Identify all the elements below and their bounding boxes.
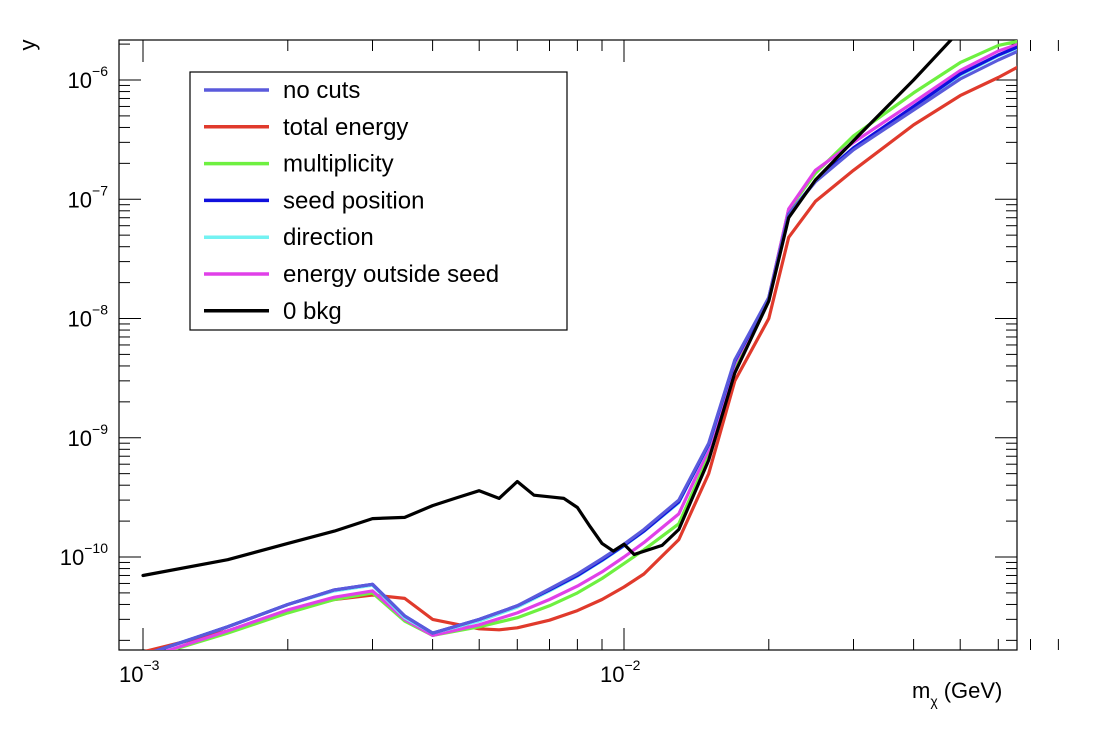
legend-label: multiplicity xyxy=(283,151,394,178)
legend: no cuts total energy multiplicity seed posi… xyxy=(189,71,568,331)
legend-label: direction xyxy=(283,224,374,251)
x-tick-label: 10−2 xyxy=(600,657,641,687)
x-tick-label: 10−3 xyxy=(119,657,160,687)
svg-text:mχ(GeV): mχ (GeV) xyxy=(912,678,1002,709)
y-axis-label: y xyxy=(15,40,40,51)
y-tick-label: 10−6 xyxy=(68,63,109,93)
y-tick-label: 10−9 xyxy=(68,421,109,451)
legend-label: energy outside seed xyxy=(283,261,499,288)
x-axis-label: mχ (GeV) xyxy=(912,678,1002,709)
series-line-0-bkg xyxy=(141,40,954,578)
y-tick-label: 10−7 xyxy=(68,182,109,212)
legend-label: seed position xyxy=(283,187,424,214)
series-layer xyxy=(141,40,1017,650)
y-tick-label: 10−8 xyxy=(68,302,109,332)
axis-ticks: 10−3 10−2 10−10 10−9 10−8 10−7 10−6 xyxy=(60,40,1059,687)
legend-label: total energy xyxy=(283,114,408,141)
legend-label: no cuts xyxy=(283,77,360,104)
y-tick-label: 10−10 xyxy=(60,540,108,570)
legend-label: 0 bkg xyxy=(283,298,342,325)
